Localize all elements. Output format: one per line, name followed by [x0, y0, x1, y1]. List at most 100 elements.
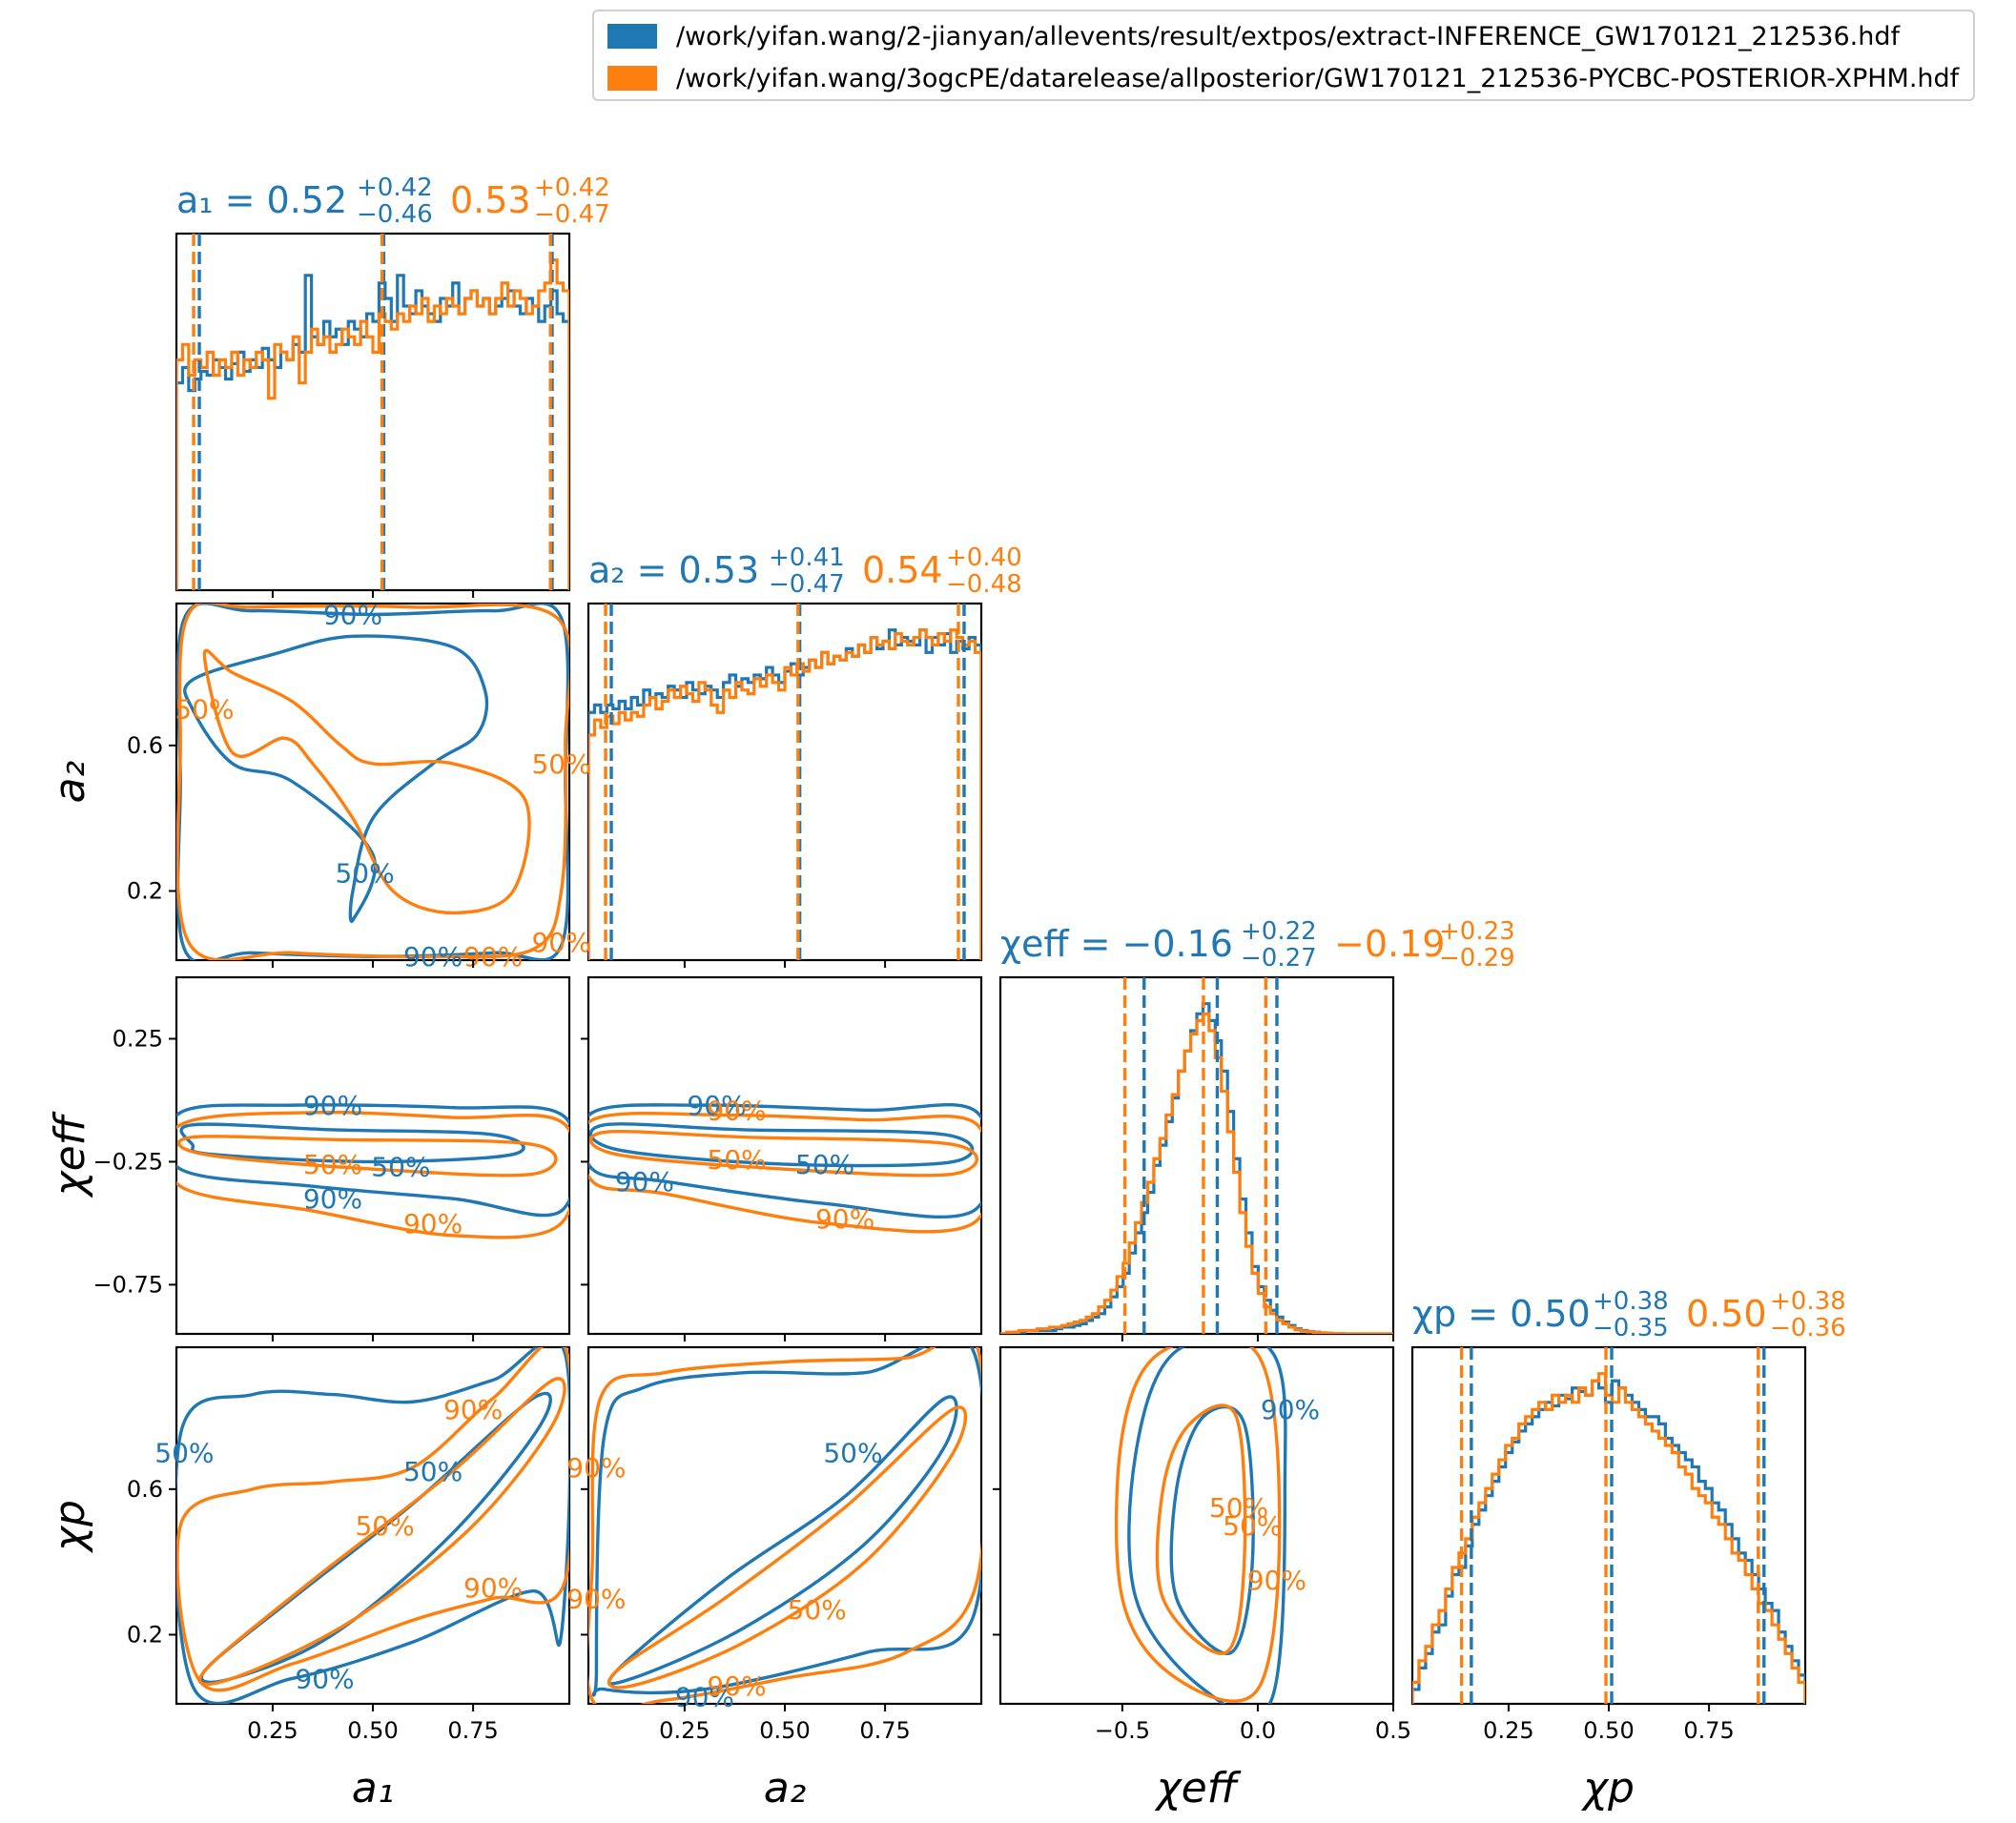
- title-series-b-minus: −0.29: [1439, 944, 1515, 973]
- x-tick-label-a1: 0.50: [347, 1717, 398, 1744]
- contour-label-1: 50%: [175, 694, 234, 726]
- x-axis-label-chi_eff: χeff: [1155, 1764, 1242, 1813]
- x-axis-label-a1: a₁: [352, 1764, 395, 1813]
- contour-50-series_a: [199, 1391, 552, 1685]
- contour-50-series_b: [176, 1135, 558, 1178]
- histogram-chi_eff: [1000, 977, 1393, 1334]
- panel-title-a1: a₁ = 0.52 +0.42−0.46 0.53 +0.42−0.47: [176, 174, 610, 229]
- legend-label-series-b: /work/yifan.wang/3ogcPE/datarelease/allp…: [676, 63, 1960, 93]
- contour-label-12: 90%: [687, 1090, 746, 1121]
- contour-label-14: 50%: [707, 1144, 766, 1176]
- y-tick-label-a2: 0.2: [127, 877, 163, 904]
- x-tick-label-a1: 0.25: [247, 1717, 298, 1744]
- panel-frame-1-1: [586, 602, 983, 962]
- contour-50-series_b: [197, 1377, 566, 1687]
- x-tick-label-chi_eff: 0.0: [1240, 1717, 1276, 1744]
- contour-label-32: 50%: [1223, 1510, 1282, 1542]
- title-series-b-minus: −0.47: [534, 200, 610, 229]
- contour-panel-a1-chi_eff: [176, 1103, 569, 1239]
- y-tick-label-chi_eff: 0.25: [113, 1025, 163, 1052]
- x-tick-label-chi_eff: 0.5: [1375, 1717, 1411, 1744]
- histogram-a2: [588, 604, 981, 960]
- title-series-b-minus: −0.48: [946, 570, 1022, 599]
- contour-label-28: 90%: [566, 1452, 626, 1484]
- contour-panel-a2-chi_eff: [588, 1102, 981, 1234]
- title-series-a: χeff = −0.16: [1000, 923, 1233, 965]
- legend-entry-series-a: /work/yifan.wang/2-jianyan/allevents/res…: [607, 17, 1900, 55]
- y-tick-label-chi_eff: −0.25: [93, 1148, 163, 1175]
- contour-90-series_a: [588, 1102, 981, 1219]
- y-axis-label-a2: a₂: [46, 761, 94, 804]
- panel-frame-2-2: [998, 975, 1395, 1336]
- x-axis-label-a2: a₂: [764, 1764, 807, 1813]
- contour-label-6: 90%: [531, 927, 590, 958]
- panel-title-chi_p: χp = 0.50 +0.38−0.35 0.50 +0.38−0.36: [1412, 1287, 1846, 1342]
- contour-label-20: 90%: [443, 1394, 503, 1425]
- contour-label-0: 90%: [323, 599, 382, 630]
- contour-50-series_a: [588, 1122, 975, 1168]
- contour-label-4: 90%: [403, 941, 463, 973]
- title-series-b: −0.19: [1334, 923, 1445, 965]
- title-series-a-plus: +0.41: [769, 543, 845, 572]
- contour-90-series_b: [176, 604, 569, 960]
- x-tick-label-a2: 0.25: [659, 1717, 710, 1744]
- histogram-step-series_a: [1000, 1002, 1393, 1334]
- contour-label-24: 50%: [823, 1438, 882, 1469]
- contour-50-series_b: [607, 1405, 968, 1690]
- title-series-b-plus: +0.42: [534, 174, 610, 202]
- title-series-b-minus: −0.36: [1770, 1314, 1846, 1342]
- histogram-step-series_b: [588, 628, 981, 960]
- legend-label-series-a: /work/yifan.wang/2-jianyan/allevents/res…: [676, 21, 1900, 51]
- contour-label-19: 50%: [355, 1510, 414, 1542]
- contour-label-33: 90%: [1247, 1565, 1306, 1596]
- contour-label-3: 90%: [463, 941, 523, 973]
- y-axis-label-chi_eff: χeff: [46, 1111, 94, 1198]
- title-series-a-minus: −0.35: [1593, 1314, 1669, 1342]
- title-series-a-minus: −0.46: [357, 200, 433, 229]
- histogram-step-series_b: [176, 258, 569, 590]
- title-series-a-minus: −0.27: [1241, 944, 1317, 973]
- histogram-a1: [176, 234, 569, 590]
- contour-50-series_a: [1169, 1404, 1255, 1655]
- x-tick-label-chi_p: 0.25: [1483, 1717, 1533, 1744]
- x-tick-label-a2: 0.75: [859, 1717, 910, 1744]
- contour-label-21: 90%: [463, 1572, 523, 1604]
- contour-90-series_a: [176, 1347, 569, 1704]
- contour-label-22: 90%: [295, 1663, 354, 1694]
- contour-90-series_b: [176, 1110, 569, 1239]
- contour-label-17: 90%: [815, 1203, 874, 1235]
- contour-label-13: 90%: [707, 1095, 766, 1126]
- contour-50-series_b: [588, 1130, 978, 1178]
- contour-label-31: 50%: [1209, 1492, 1268, 1524]
- contour-90-series_a: [176, 1103, 569, 1218]
- histogram-chi_p: [1412, 1347, 1805, 1704]
- histogram-step-series_b: [1000, 1012, 1393, 1334]
- contour-90-series_a: [591, 1347, 981, 1697]
- contour-label-18: 50%: [403, 1456, 463, 1487]
- contour-50-series_a: [607, 1395, 958, 1686]
- title-series-a: a₂ = 0.53: [588, 549, 759, 591]
- contour-panel-a1-chi_p: [176, 1347, 569, 1704]
- x-axis-label-chi_p: χp: [1581, 1764, 1635, 1813]
- x-tick-label-a1: 0.75: [447, 1717, 498, 1744]
- contour-label-11: 90%: [403, 1208, 463, 1239]
- legend-entry-series-b: /work/yifan.wang/3ogcPE/datarelease/allp…: [607, 59, 1959, 97]
- contour-panel-a1-a2: [176, 604, 569, 960]
- contour-label-15: 50%: [795, 1149, 854, 1180]
- panel-title-chi_eff: χeff = −0.16 +0.22−0.27 −0.19+0.23−0.29: [1000, 917, 1515, 973]
- y-tick-label-a2: 0.6: [127, 732, 163, 759]
- contour-90-series_b: [176, 1347, 569, 1692]
- title-series-b-plus: +0.23: [1439, 917, 1515, 946]
- x-tick-label-chi_eff: −0.5: [1095, 1717, 1150, 1744]
- histogram-step-series_b: [1412, 1372, 1805, 1704]
- contour-panel-chi_eff-chi_p: [1114, 1347, 1287, 1704]
- title-series-a-plus: +0.22: [1241, 917, 1317, 946]
- title-series-b-plus: +0.40: [946, 543, 1022, 572]
- contour-90-series_b: [588, 1347, 981, 1704]
- title-series-a: χp = 0.50: [1412, 1293, 1591, 1335]
- contour-90-series_a: [1127, 1347, 1287, 1704]
- x-tick-label-chi_p: 0.75: [1683, 1717, 1734, 1744]
- contour-label-27: 90%: [707, 1670, 766, 1702]
- contour-label-25: 50%: [788, 1594, 847, 1626]
